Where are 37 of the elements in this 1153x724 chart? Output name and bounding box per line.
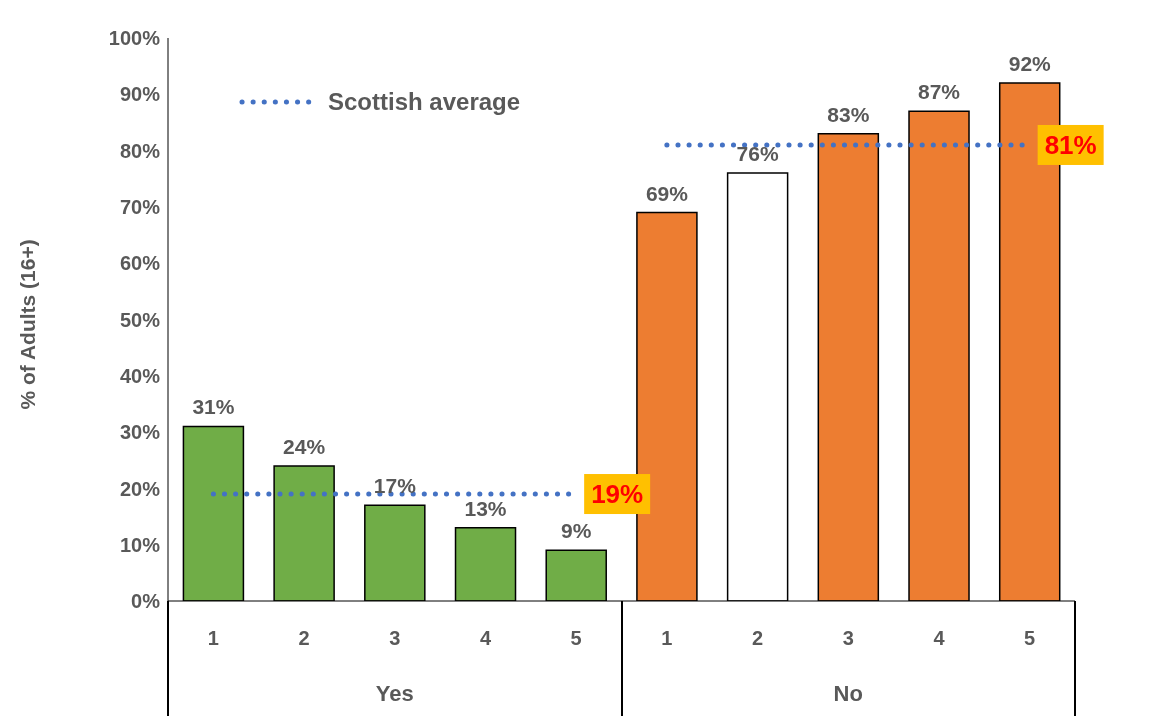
y-tick-label: 100% (108, 27, 161, 50)
data-label: 69% (645, 181, 689, 205)
y-tick-label: 90% (119, 83, 161, 106)
y-tick-label: 0% (131, 590, 161, 613)
y-tick-label: 40% (119, 364, 161, 387)
x-tick-label: 1 (207, 627, 219, 650)
x-tick-label: 3 (389, 627, 401, 650)
x-tick-label: 5 (1024, 627, 1036, 650)
ref-line-label: 81% (1044, 129, 1097, 160)
data-label: 9% (561, 519, 592, 543)
text: No (832, 681, 864, 707)
x-tick-label: 5 (570, 627, 582, 650)
y-tick-label: 80% (119, 139, 161, 162)
data-label: 92% (1008, 52, 1052, 76)
y-tick-label: 50% (119, 308, 161, 331)
ref-line-label: 19% (591, 479, 644, 510)
y-tick-label: 60% (119, 252, 161, 275)
legend-title: Scottish average (328, 88, 521, 116)
data-label: 13% (464, 496, 507, 520)
x-tick-label: 4 (933, 627, 946, 650)
y-tick-label: 30% (119, 421, 161, 444)
y-tick-label: 10% (119, 533, 161, 556)
y-tick-label: 20% (119, 477, 161, 500)
x-tick-label: 2 (298, 627, 310, 650)
data-label: 87% (918, 80, 961, 104)
x-tick-label: 2 (751, 627, 764, 650)
data-label: 24% (283, 434, 326, 458)
x-tick-label: 1 (661, 627, 673, 650)
data-label: 17% (373, 474, 417, 498)
data-label: 76% (736, 142, 779, 166)
x-tick-label: 3 (842, 627, 854, 650)
data-label: 83% (827, 102, 870, 126)
text: Yes (374, 681, 415, 707)
y-tick-label: 70% (119, 196, 161, 218)
x-tick-label: 4 (479, 627, 492, 650)
y-axis-title: % of Adults (16+) (16, 239, 40, 410)
data-label: 31% (192, 395, 235, 419)
